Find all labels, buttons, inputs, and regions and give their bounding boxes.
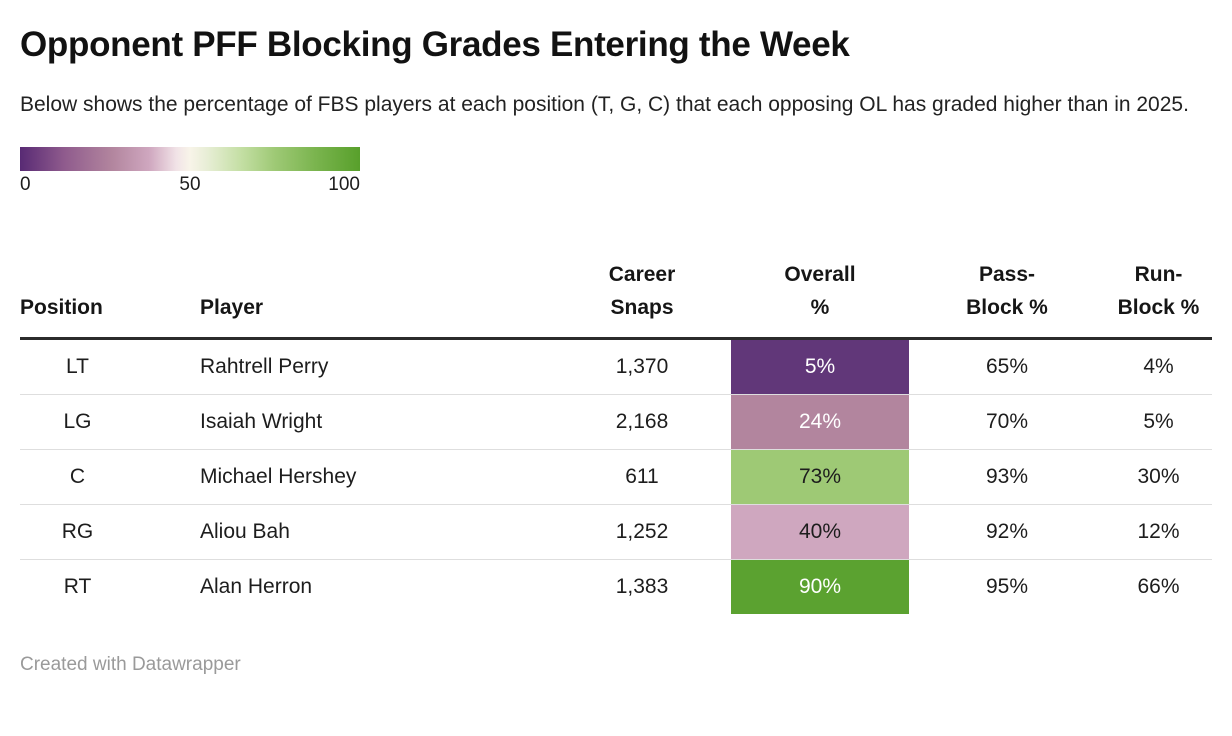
cell-player: Rahtrell Perry	[200, 354, 329, 378]
page-subtitle: Below shows the percentage of FBS player…	[20, 92, 1189, 116]
cell-overall-pct: 40%	[731, 503, 909, 560]
legend-label-max: 100	[328, 173, 360, 195]
cell-player: Michael Hershey	[135, 448, 553, 505]
cell-overall-pct: 24%	[731, 393, 909, 450]
table-row: RT Alan Herron 1,383 90% 95% 66%	[20, 558, 1212, 614]
color-legend: 0 50 100	[20, 146, 360, 200]
column-header-overall-pct: Overall %	[731, 257, 909, 340]
cell-overall-pct: 90%	[731, 558, 909, 614]
column-header-position: Position	[20, 257, 135, 340]
column-header-career-snaps: Career Snaps	[553, 257, 731, 340]
cell-player: Alan Herron	[135, 558, 553, 614]
datawrapper-table-widget: Opponent PFF Blocking Grades Entering th…	[20, 25, 1212, 676]
column-header-run-block-pct: Run- Block %	[1105, 257, 1212, 340]
cell-pass-block-pct: 95%	[909, 558, 1105, 614]
cell-pass-block-pct: 65%	[985, 354, 1029, 378]
legend-gradient-bar	[20, 146, 360, 171]
cell-career-snaps: 1,383	[553, 558, 731, 614]
cell-career-snaps: 611	[553, 448, 731, 505]
cell-overall-pct: 73%	[731, 448, 909, 505]
cell-career-snaps: 1,370	[615, 354, 669, 378]
cell-run-block-pct: 5%	[1105, 393, 1212, 450]
cell-player: Isaiah Wright	[135, 393, 553, 450]
table-row: LG Isaiah Wright 2,168 24% 70% 5%	[20, 393, 1212, 450]
cell-pass-block-pct: 70%	[909, 393, 1105, 450]
legend-labels: 0 50 100	[20, 174, 360, 200]
cell-run-block-pct: 12%	[1105, 503, 1212, 560]
cell-career-snaps: 2,168	[553, 393, 731, 450]
footer-credit-link[interactable]: Created with Datawrapper	[20, 653, 241, 675]
cell-career-snaps: 1,252	[553, 503, 731, 560]
cell-position: RT	[20, 558, 135, 614]
footer: Created with Datawrapper	[20, 654, 1212, 676]
column-header-pass-block-pct: Pass- Block %	[909, 257, 1105, 340]
cell-run-block-pct: 30%	[1105, 448, 1212, 505]
cell-position: C	[20, 448, 135, 505]
legend-label-min: 0	[20, 173, 31, 195]
header-row: Position Player Career Snaps Overall % P…	[20, 257, 1212, 340]
cell-position: RG	[20, 503, 135, 560]
cell-run-block-pct: 4%	[1143, 354, 1174, 378]
cell-overall-pct: 5%	[731, 338, 909, 395]
table-row: LT Rahtrell Perry 1,370 5% 65% 4%	[20, 338, 1212, 395]
column-header-player: Player	[135, 257, 553, 340]
cell-run-block-pct: 66%	[1105, 558, 1212, 614]
cell-position: LT	[66, 354, 89, 378]
page-title: Opponent PFF Blocking Grades Entering th…	[20, 25, 850, 64]
cell-pass-block-pct: 92%	[909, 503, 1105, 560]
data-table: Position Player Career Snaps Overall % P…	[20, 257, 1212, 614]
cell-player: Aliou Bah	[135, 503, 553, 560]
cell-pass-block-pct: 93%	[909, 448, 1105, 505]
table-row: RG Aliou Bah 1,252 40% 92% 12%	[20, 503, 1212, 560]
table-row: C Michael Hershey 611 73% 93% 30%	[20, 448, 1212, 505]
cell-position: LG	[20, 393, 135, 450]
legend-label-mid: 50	[179, 173, 201, 195]
